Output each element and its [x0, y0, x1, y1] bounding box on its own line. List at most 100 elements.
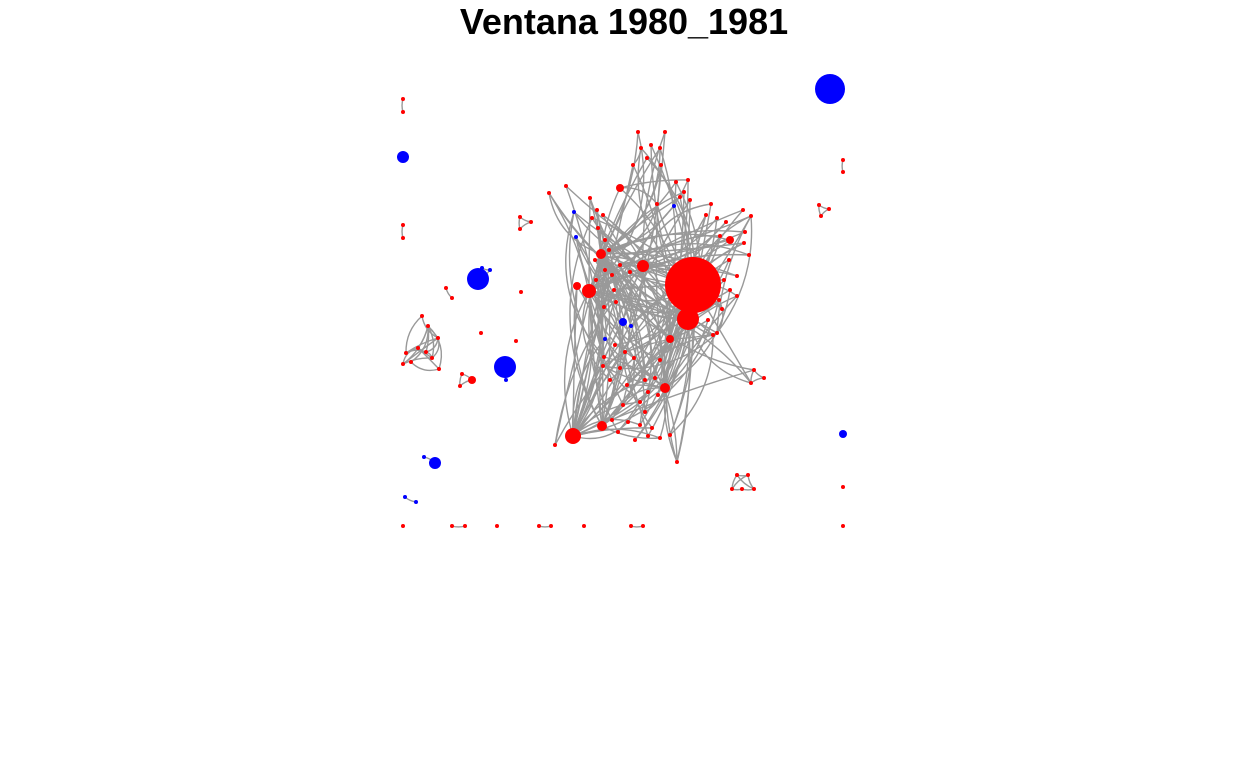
network-node-red	[444, 286, 448, 290]
network-node-red	[741, 208, 745, 212]
network-node-blue	[672, 204, 676, 208]
network-node-red	[597, 421, 607, 431]
network-edge	[619, 179, 689, 189]
network-node-red	[720, 307, 724, 311]
network-node-red	[638, 400, 642, 404]
network-edge	[572, 367, 621, 437]
network-node-red	[613, 343, 617, 347]
network-edge	[602, 214, 689, 320]
network-node-red	[636, 130, 640, 134]
network-node-red	[404, 351, 408, 355]
network-node-red	[740, 487, 744, 491]
network-node-red	[743, 230, 747, 234]
network-node-red	[841, 485, 845, 489]
network-node-red	[564, 184, 568, 188]
node-layer	[397, 74, 847, 528]
network-node-red	[495, 524, 499, 528]
network-node-red	[718, 234, 722, 238]
network-node-red	[603, 268, 607, 272]
network-node-red	[633, 438, 637, 442]
network-node-red	[724, 220, 728, 224]
network-node-red	[518, 227, 522, 231]
network-edge	[554, 253, 602, 446]
network-node-red	[621, 403, 625, 407]
network-node-red	[722, 278, 726, 282]
network-edge	[601, 425, 661, 440]
network-node-red	[649, 143, 653, 147]
network-edge	[600, 196, 681, 255]
network-node-blue	[619, 318, 627, 326]
network-edge	[594, 259, 617, 303]
network-node-red	[420, 314, 424, 318]
network-edge	[572, 179, 689, 437]
network-node-red	[401, 97, 405, 101]
network-node-red	[715, 331, 719, 335]
network-node-red	[819, 214, 823, 218]
network-node-red	[655, 202, 659, 206]
network-edge	[716, 215, 752, 334]
network-node-red	[827, 207, 831, 211]
network-node-red	[658, 146, 662, 150]
network-edge	[402, 357, 433, 365]
network-node-blue	[494, 356, 516, 378]
network-node-red	[629, 524, 633, 528]
network-node-red	[752, 368, 756, 372]
network-node-red	[668, 433, 672, 437]
network-node-red	[628, 270, 632, 274]
network-node-red	[632, 356, 636, 360]
network-node-blue	[422, 455, 426, 459]
network-node-red	[588, 196, 592, 200]
network-node-red	[728, 288, 732, 292]
network-node-red	[529, 220, 533, 224]
network-node-red	[518, 215, 522, 219]
network-node-blue	[629, 324, 633, 328]
network-edge	[575, 236, 666, 389]
network-edge	[602, 235, 721, 367]
network-node-red	[646, 434, 650, 438]
network-edge	[673, 181, 677, 207]
network-edge	[664, 289, 731, 389]
network-node-red	[601, 364, 605, 368]
network-node-red	[646, 390, 650, 394]
network-node-red	[749, 214, 753, 218]
network-node-red	[841, 170, 845, 174]
network-node-red	[660, 383, 670, 393]
network-node-red	[735, 294, 739, 298]
network-node-red	[401, 223, 405, 227]
network-node-red	[658, 436, 662, 440]
network-node-red	[678, 195, 682, 199]
network-edge	[716, 215, 753, 334]
network-node-red	[437, 367, 441, 371]
network-node-red	[643, 410, 647, 414]
network-node-red	[607, 248, 611, 252]
network-node-red	[747, 253, 751, 257]
network-node-red	[616, 184, 624, 192]
network-node-red	[749, 381, 753, 385]
network-node-red	[752, 487, 756, 491]
network-edge	[600, 253, 663, 396]
network-node-red	[841, 524, 845, 528]
network-node-red	[596, 249, 606, 259]
network-edge	[548, 192, 689, 320]
network-node-red	[595, 208, 599, 212]
network-edge	[431, 337, 440, 359]
network-node-red	[424, 350, 428, 354]
network-node-red	[638, 423, 642, 427]
network-edge	[664, 295, 738, 389]
network-node-red	[426, 324, 430, 328]
network-edge	[736, 474, 755, 490]
network-node-red	[675, 460, 679, 464]
network-edge	[619, 239, 731, 266]
network-node-blue	[603, 337, 607, 341]
network-node-red	[735, 274, 739, 278]
network-edge	[600, 181, 677, 255]
network-node-red	[817, 203, 821, 207]
network-node-red	[665, 257, 721, 313]
network-node-red	[553, 443, 557, 447]
network-edge	[572, 369, 755, 437]
network-node-red	[645, 156, 649, 160]
network-edge	[588, 197, 591, 292]
network-node-red	[709, 202, 713, 206]
network-node-red	[653, 376, 657, 380]
